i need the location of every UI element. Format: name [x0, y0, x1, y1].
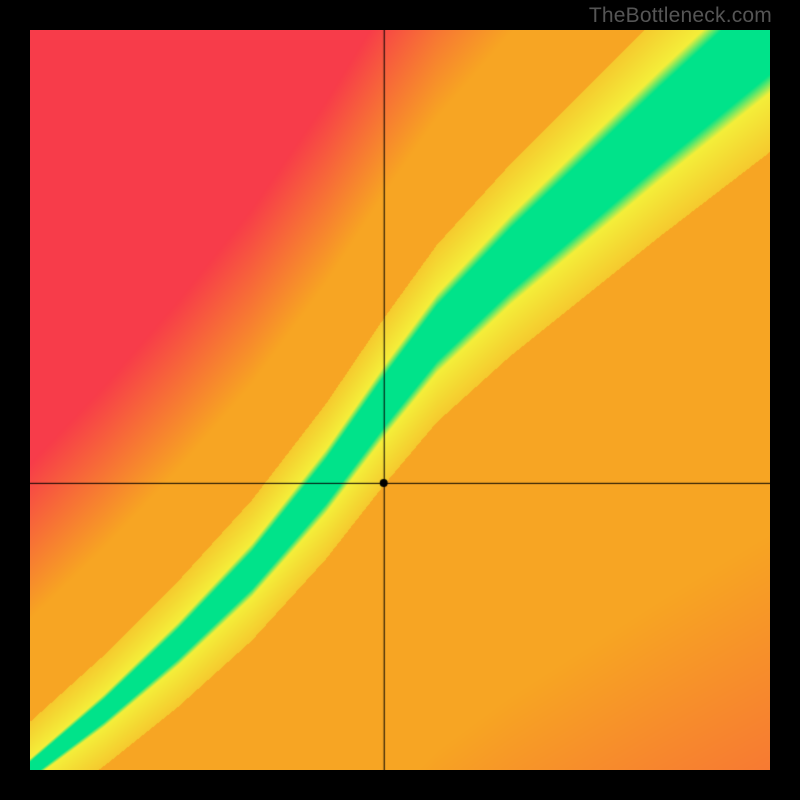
heatmap-canvas [30, 30, 770, 770]
watermark-text: TheBottleneck.com [589, 4, 772, 28]
bottleneck-chart [30, 30, 770, 770]
